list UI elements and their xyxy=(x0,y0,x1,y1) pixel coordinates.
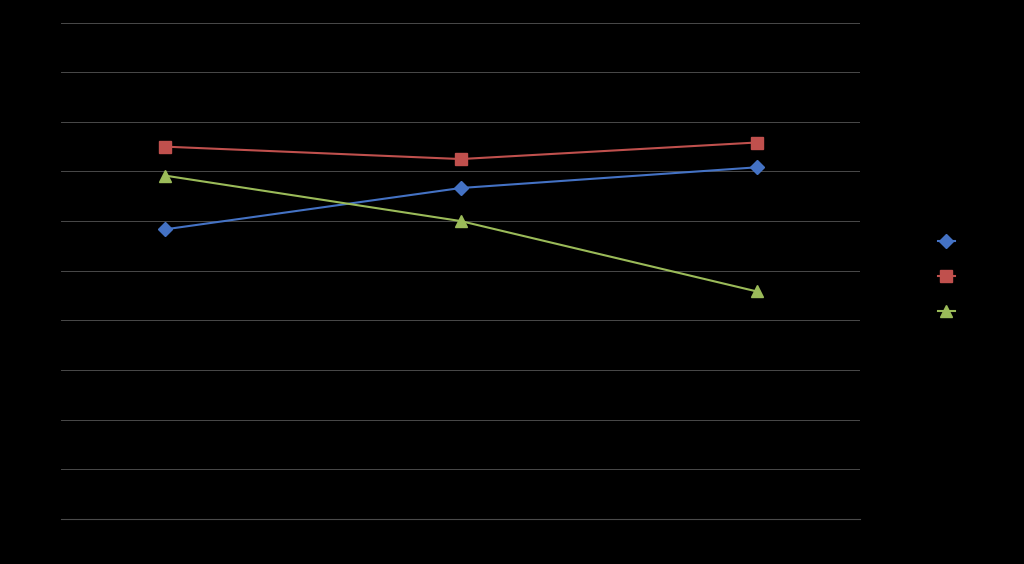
Legend: , , : , , xyxy=(931,228,973,325)
